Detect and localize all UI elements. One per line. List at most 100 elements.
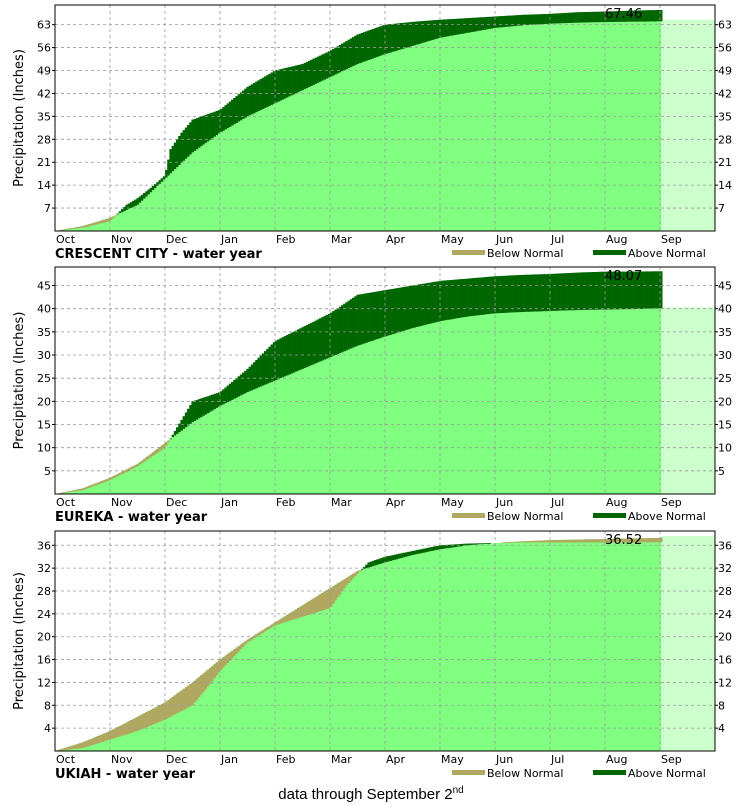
- below-normal-bar: [297, 608, 300, 619]
- above-normal-bar: [215, 111, 219, 136]
- above-normal-bar: [660, 10, 663, 22]
- above-normal-bar: [508, 15, 511, 27]
- above-normal-bar: [336, 46, 340, 74]
- above-normal-bar: [420, 21, 423, 44]
- below-normal-bar: [143, 458, 146, 462]
- above-normal-bar: [473, 17, 476, 32]
- above-normal-bar: [396, 288, 399, 333]
- above-normal-bar: [541, 274, 544, 312]
- above-normal-bar: [596, 11, 599, 23]
- above-normal-bar: [490, 276, 494, 314]
- y-tick-label-right: 36: [718, 539, 732, 552]
- end-value-label: 67.46: [605, 7, 642, 22]
- above-normal-bar: [389, 24, 392, 53]
- x-tick-label: Apr: [386, 233, 406, 246]
- above-normal-bar: [642, 271, 645, 309]
- below-normal-bar: [121, 471, 124, 474]
- above-normal-bar: [228, 383, 232, 401]
- y-tick-label-left: 15: [37, 419, 51, 432]
- above-normal-bar: [616, 11, 619, 22]
- above-normal-bar: [466, 18, 469, 33]
- above-normal-bar: [481, 543, 485, 545]
- legend-swatch-below-normal: [452, 513, 485, 518]
- above-normal-bar: [209, 395, 212, 412]
- legend-swatch-below-normal: [452, 250, 485, 255]
- above-normal-bar: [360, 294, 364, 345]
- above-normal-bar: [530, 274, 533, 312]
- above-normal-bar: [325, 315, 329, 359]
- below-normal-bar: [59, 230, 62, 231]
- below-normal-bar: [123, 723, 126, 736]
- below-normal-bar: [70, 490, 73, 492]
- below-normal-bar: [118, 725, 122, 737]
- below-normal-bar: [90, 485, 93, 487]
- above-normal-bar: [459, 279, 463, 318]
- y-tick-label-left: 30: [37, 349, 51, 362]
- above-normal-bar: [127, 203, 131, 209]
- above-normal-bar: [345, 41, 348, 70]
- above-normal-bar: [286, 335, 289, 376]
- above-normal-bar: [371, 560, 375, 567]
- above-normal-bar: [594, 272, 597, 310]
- y-tick-label-left: 14: [37, 179, 51, 192]
- above-normal-bar: [299, 328, 302, 370]
- x-tick-label: Oct: [56, 233, 76, 246]
- below-normal-bar: [261, 630, 265, 633]
- above-normal-bar: [466, 543, 469, 546]
- above-normal-bar: [189, 405, 192, 424]
- above-normal-bar: [499, 16, 502, 28]
- above-normal-bar: [506, 15, 509, 27]
- above-normal-bar: [347, 300, 351, 350]
- above-normal-bar: [495, 16, 498, 28]
- above-normal-bar: [470, 543, 474, 545]
- above-normal-bar: [297, 329, 300, 371]
- above-normal-bar: [479, 543, 483, 545]
- above-normal-bar: [363, 32, 366, 62]
- y-tick-label-right: 49: [718, 65, 732, 78]
- below-normal-bar: [345, 577, 348, 586]
- above-normal-bar: [600, 271, 604, 310]
- y-tick-label-left: 16: [37, 654, 51, 667]
- below-normal-bar: [88, 224, 91, 227]
- below-normal-bar: [250, 636, 254, 640]
- above-normal-bar: [290, 332, 293, 374]
- above-normal-bar: [583, 12, 586, 23]
- below-normal-bar: [118, 472, 122, 476]
- below-normal-bar: [242, 642, 245, 647]
- above-normal-bar: [391, 288, 395, 335]
- above-normal-bar: [343, 42, 346, 71]
- above-normal-bar: [422, 548, 425, 553]
- above-normal-bar: [649, 10, 652, 22]
- below-normal-bar: [171, 696, 175, 716]
- below-normal-bar: [323, 591, 326, 610]
- above-normal-bar: [536, 274, 540, 312]
- x-tick-label: Apr: [386, 496, 406, 509]
- above-normal-bar: [607, 11, 610, 22]
- below-normal-bar: [101, 220, 104, 223]
- below-normal-bar: [303, 603, 307, 616]
- above-normal-bar: [327, 313, 331, 358]
- above-normal-bar: [385, 290, 388, 337]
- below-normal-bar: [74, 489, 78, 492]
- above-normal-bar: [611, 11, 615, 22]
- above-normal-bar: [400, 553, 403, 558]
- above-normal-bar: [565, 12, 568, 24]
- above-normal-bar: [321, 317, 324, 361]
- above-normal-bar: [506, 275, 509, 313]
- above-normal-bar: [600, 11, 604, 23]
- below-normal-bar: [233, 649, 236, 657]
- below-normal-bar: [114, 475, 117, 478]
- above-normal-bar: [202, 115, 205, 145]
- below-normal-bar: [336, 583, 340, 598]
- legend-label-below-normal: Below Normal: [487, 767, 563, 780]
- x-tick-label: Jan: [220, 233, 238, 246]
- above-normal-bar: [640, 10, 643, 22]
- above-normal-bar: [510, 15, 513, 27]
- below-normal-bar: [244, 641, 247, 645]
- above-normal-bar: [477, 277, 480, 316]
- above-normal-bar: [352, 297, 355, 348]
- x-tick-label: Jan: [220, 496, 238, 509]
- below-normal-bar: [567, 539, 571, 543]
- above-normal-bar: [191, 401, 194, 423]
- above-normal-bar: [402, 22, 406, 49]
